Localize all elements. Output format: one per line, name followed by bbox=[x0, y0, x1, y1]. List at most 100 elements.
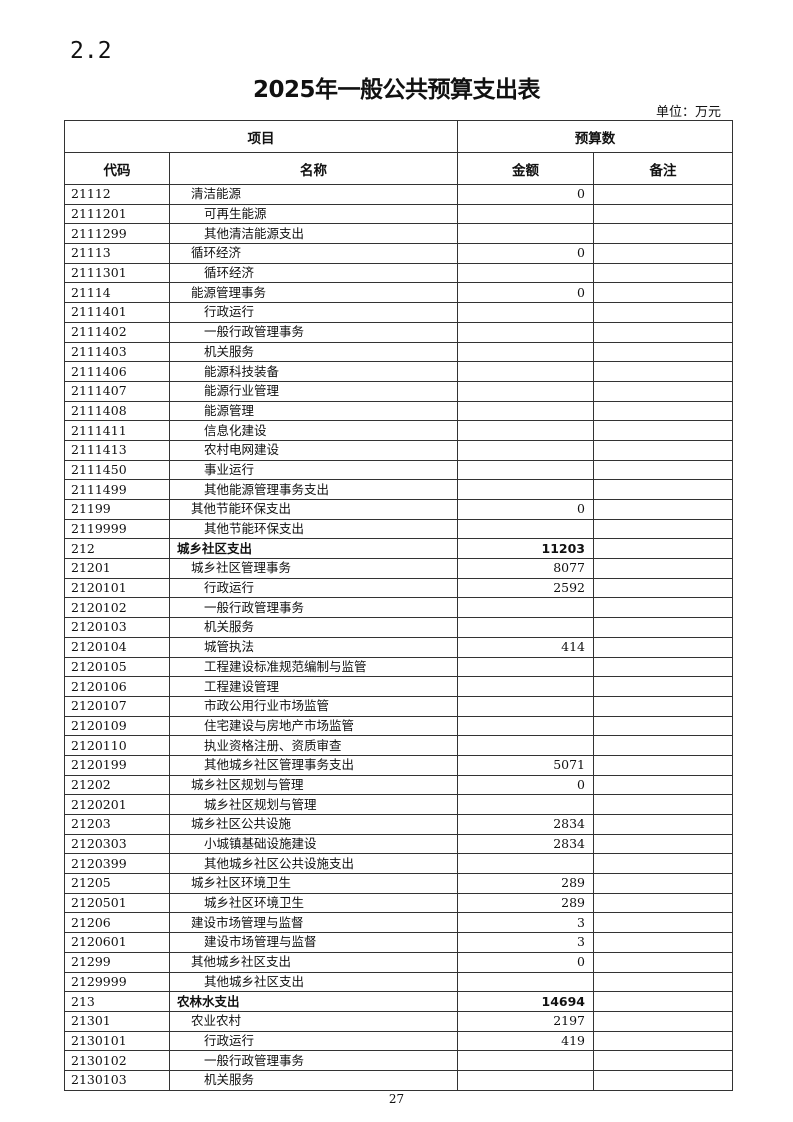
row-amount bbox=[457, 302, 594, 323]
row-name: 其他节能环保支出 bbox=[169, 499, 458, 520]
table-row: 2120103 机关服务 bbox=[64, 617, 733, 638]
row-name: 城乡社区支出 bbox=[169, 538, 458, 560]
row-note bbox=[593, 873, 733, 894]
header-name: 名称 bbox=[169, 152, 458, 185]
header-note: 备注 bbox=[593, 152, 733, 185]
table-row: 2111408 能源管理 bbox=[64, 400, 733, 422]
row-amount bbox=[457, 695, 594, 717]
row-amount bbox=[457, 439, 594, 461]
row-note bbox=[593, 656, 733, 678]
row-amount bbox=[457, 420, 594, 441]
row-name: 能源行业管理 bbox=[169, 380, 458, 402]
row-note bbox=[593, 735, 733, 756]
row-amount: 0 bbox=[457, 184, 594, 205]
row-note bbox=[593, 518, 733, 540]
section-number: 2.2 bbox=[70, 38, 112, 64]
row-amount: 3 bbox=[457, 932, 594, 953]
row-note bbox=[593, 282, 733, 304]
table-row: 21205 城乡社区环境卫生 289 bbox=[64, 873, 733, 894]
table-row: 2111402 一般行政管理事务 bbox=[64, 321, 733, 343]
row-code: 2111408 bbox=[64, 400, 170, 422]
row-amount bbox=[457, 715, 594, 737]
row-amount: 5071 bbox=[457, 754, 594, 776]
row-amount bbox=[457, 479, 594, 500]
row-note bbox=[593, 794, 733, 815]
row-amount bbox=[457, 400, 594, 422]
row-name: 工程建设标准规范编制与监管 bbox=[169, 656, 458, 678]
row-name: 城乡社区公共设施 bbox=[169, 814, 458, 835]
table-row: 21114 能源管理事务 0 bbox=[64, 282, 733, 304]
budget-table: 项目 预算数 代码 名称 金额 备注 21112 清洁能源 0 2111201 可再生能… bbox=[64, 120, 733, 1091]
row-code: 21206 bbox=[64, 912, 170, 934]
row-amount: 2197 bbox=[457, 1010, 594, 1032]
row-note bbox=[593, 361, 733, 382]
row-name: 能源管理事务 bbox=[169, 282, 458, 304]
table-row: 2111407 能源行业管理 bbox=[64, 380, 733, 402]
row-code: 21199 bbox=[64, 499, 170, 520]
row-note bbox=[593, 203, 733, 225]
row-code: 21203 bbox=[64, 814, 170, 835]
row-note bbox=[593, 892, 733, 914]
row-name: 其他能源管理事务支出 bbox=[169, 479, 458, 500]
row-code: 2111411 bbox=[64, 420, 170, 441]
row-note bbox=[593, 262, 733, 284]
row-name: 农村电网建设 bbox=[169, 439, 458, 461]
table-row: 2120109 住宅建设与房地产市场监管 bbox=[64, 715, 733, 737]
row-note bbox=[593, 243, 733, 264]
row-name: 能源科技装备 bbox=[169, 361, 458, 382]
table-row: 2120601 建设市场管理与监督 3 bbox=[64, 932, 733, 953]
row-amount bbox=[457, 1069, 594, 1091]
table-row: 2130102 一般行政管理事务 bbox=[64, 1050, 733, 1071]
table-row: 2130101 行政运行 419 bbox=[64, 1030, 733, 1052]
row-name: 机关服务 bbox=[169, 1069, 458, 1091]
row-code: 2111299 bbox=[64, 223, 170, 245]
row-note bbox=[593, 814, 733, 835]
row-name: 可再生能源 bbox=[169, 203, 458, 225]
table-row: 2119999 其他节能环保支出 bbox=[64, 518, 733, 540]
table-row: 2111413 农村电网建设 bbox=[64, 439, 733, 461]
row-code: 21205 bbox=[64, 873, 170, 894]
row-code: 2111407 bbox=[64, 380, 170, 402]
row-code: 2120199 bbox=[64, 754, 170, 776]
row-name: 一般行政管理事务 bbox=[169, 1050, 458, 1071]
row-amount bbox=[457, 656, 594, 678]
row-name: 城乡社区管理事务 bbox=[169, 558, 458, 579]
row-name: 清洁能源 bbox=[169, 184, 458, 205]
row-note bbox=[593, 499, 733, 520]
table-row: 2120107 市政公用行业市场监管 bbox=[64, 695, 733, 717]
row-note bbox=[593, 971, 733, 993]
row-note bbox=[593, 558, 733, 579]
row-name: 行政运行 bbox=[169, 1030, 458, 1052]
row-name: 城乡社区环境卫生 bbox=[169, 873, 458, 894]
table-row: 21201 城乡社区管理事务 8077 bbox=[64, 558, 733, 579]
row-amount bbox=[457, 203, 594, 225]
row-name: 行政运行 bbox=[169, 302, 458, 323]
row-amount: 3 bbox=[457, 912, 594, 934]
row-code: 2120399 bbox=[64, 853, 170, 875]
row-amount: 289 bbox=[457, 873, 594, 894]
row-name: 城乡社区环境卫生 bbox=[169, 892, 458, 914]
header-budget: 预算数 bbox=[457, 120, 733, 153]
row-amount bbox=[457, 676, 594, 697]
row-amount bbox=[457, 262, 594, 284]
row-amount: 0 bbox=[457, 774, 594, 796]
table-row: 2129999 其他城乡社区支出 bbox=[64, 971, 733, 993]
row-code: 212 bbox=[64, 538, 170, 560]
row-note bbox=[593, 341, 733, 363]
row-code: 2111402 bbox=[64, 321, 170, 343]
row-code: 213 bbox=[64, 991, 170, 1012]
row-amount: 11203 bbox=[457, 538, 594, 560]
row-code: 21301 bbox=[64, 1010, 170, 1032]
row-note bbox=[593, 223, 733, 245]
row-code: 2120201 bbox=[64, 794, 170, 815]
row-name: 行政运行 bbox=[169, 577, 458, 599]
row-note bbox=[593, 951, 733, 973]
row-code: 2120501 bbox=[64, 892, 170, 914]
row-code: 2120106 bbox=[64, 676, 170, 697]
row-amount bbox=[457, 380, 594, 402]
row-note bbox=[593, 479, 733, 500]
row-name: 其他节能环保支出 bbox=[169, 518, 458, 540]
table-row: 213 农林水支出 14694 bbox=[64, 991, 733, 1012]
row-amount: 2834 bbox=[457, 814, 594, 835]
row-code: 2120601 bbox=[64, 932, 170, 953]
